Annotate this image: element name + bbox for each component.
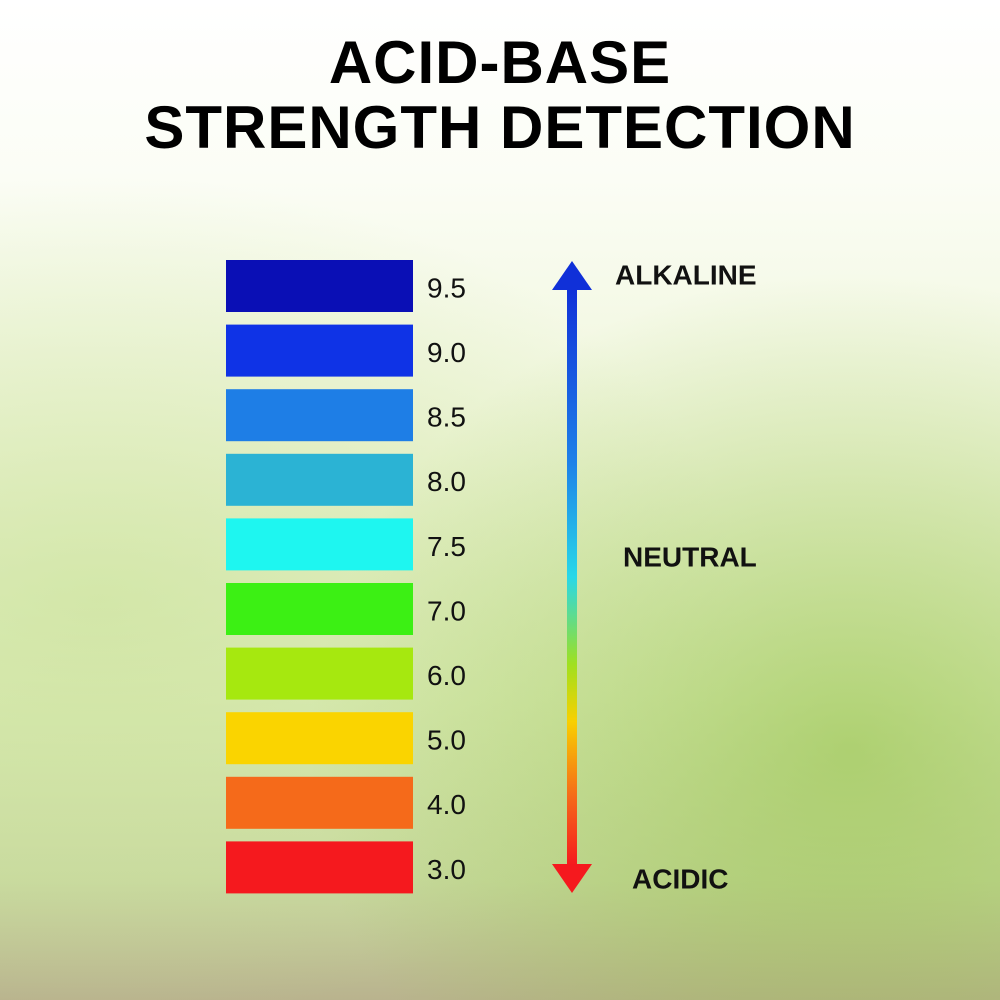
ph-value: 6.0 xyxy=(427,660,466,691)
ph-value: 8.0 xyxy=(427,466,466,497)
color-swatch xyxy=(226,841,413,894)
arrow-head-up xyxy=(552,261,592,290)
color-swatch xyxy=(226,583,413,635)
color-swatch xyxy=(226,518,413,571)
ph-value: 3.0 xyxy=(427,854,466,885)
color-swatch xyxy=(226,647,413,700)
alkaline-label: ALKALINE xyxy=(615,259,757,290)
ph-value: 8.5 xyxy=(427,402,466,433)
ph-value: 9.5 xyxy=(427,272,466,303)
ph-value: 4.0 xyxy=(427,789,466,820)
ph-value: 7.5 xyxy=(427,531,466,562)
color-swatch xyxy=(226,324,413,377)
ph-value: 5.0 xyxy=(427,725,466,756)
acidic-label: ACIDIC xyxy=(632,863,728,894)
arrow-head-down xyxy=(552,864,592,893)
arrow-shaft xyxy=(567,288,577,866)
ph-value: 9.0 xyxy=(427,337,466,368)
title-line: STRENGTH DETECTION xyxy=(144,94,855,161)
arrow xyxy=(552,261,592,893)
color-swatch xyxy=(226,453,413,506)
color-swatch xyxy=(226,712,413,765)
scale: 9.5 9.0 8.5 8.0 7.5 7.0 6.0 5.0 4.0 3.0 xyxy=(226,260,466,894)
title-line: ACID-BASE xyxy=(329,29,671,96)
neutral-label: NEUTRAL xyxy=(623,541,757,572)
color-swatch xyxy=(226,776,413,829)
ph-value: 7.0 xyxy=(427,595,466,626)
color-swatch xyxy=(226,260,413,312)
color-swatch xyxy=(226,389,413,442)
